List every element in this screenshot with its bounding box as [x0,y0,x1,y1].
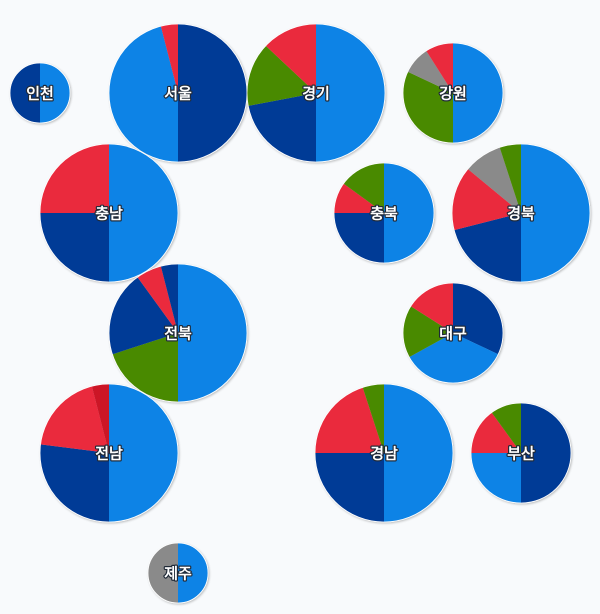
pie-slice[interactable] [315,387,384,453]
pie-slice[interactable] [453,283,503,355]
pie-slice[interactable] [454,213,521,282]
pie-slice[interactable] [109,277,178,355]
pie-slice[interactable] [521,403,571,503]
pie-slice[interactable] [471,412,521,453]
pie-slice[interactable] [521,144,590,282]
pie-outline [39,143,179,283]
pie-outline [9,62,71,124]
pie-slice[interactable] [248,93,316,162]
pie-outline [39,383,179,523]
region-label: 부산 [507,445,535,463]
pie-13[interactable] [147,542,209,604]
pie-slice[interactable] [403,306,453,358]
pie-10[interactable] [39,383,179,523]
pie-slice[interactable] [451,169,521,231]
pie-outline [314,383,454,523]
pie-slice[interactable] [160,264,178,333]
pie-slice[interactable] [407,50,453,93]
pie-slice[interactable] [178,264,247,402]
region-label: 강원 [439,85,467,103]
region-label: 전남 [95,445,123,463]
pie-5[interactable] [39,143,179,283]
pie-slice[interactable] [109,144,178,282]
pie-11[interactable] [314,383,454,523]
pie-slice[interactable] [384,384,453,522]
pie-outline [108,263,248,403]
pie-slice[interactable] [40,144,109,213]
pie-8[interactable] [108,263,248,403]
region-label: 제주 [164,565,192,583]
pie-slice[interactable] [334,183,384,213]
pie-slice[interactable] [334,213,384,263]
region-label: 충남 [95,205,123,223]
pie-slice[interactable] [471,453,521,503]
pie-6[interactable] [333,162,435,264]
pie-7[interactable] [451,143,591,283]
region-label: 인천 [26,85,54,103]
pie-slice[interactable] [108,26,178,163]
pie-outline [246,23,386,163]
pie-slice[interactable] [247,45,316,106]
pie-slice[interactable] [384,163,434,263]
pie-slice[interactable] [265,24,316,93]
region-label: 전북 [164,325,192,343]
pie-slice[interactable] [112,333,178,402]
pie-slice[interactable] [316,24,385,162]
pie-slice[interactable] [426,43,453,93]
pie-slice[interactable] [499,144,521,213]
region-label: 충북 [370,205,398,223]
pie-slice[interactable] [453,43,503,143]
pie-slice[interactable] [137,266,178,333]
pie-outline [402,42,504,144]
pie-1[interactable] [9,62,71,124]
region-label: 서울 [164,85,192,103]
pie-slice[interactable] [148,543,178,603]
pie-slice[interactable] [315,453,384,522]
pie-9[interactable] [402,282,504,384]
pie-outline [470,402,572,504]
pie-slice[interactable] [409,333,499,383]
pie-outline [147,542,209,604]
pie-slice[interactable] [467,147,521,213]
pie-slice[interactable] [40,213,109,282]
pie-slice[interactable] [109,384,178,522]
region-label: 경기 [302,85,330,103]
pie-slice[interactable] [91,384,109,453]
pie-3[interactable] [246,23,386,163]
pie-slice[interactable] [362,384,384,453]
pie-outline [402,282,504,384]
pie-12[interactable] [470,402,572,504]
pie-slice[interactable] [10,63,40,123]
pie-slice[interactable] [40,386,110,453]
pie-outline [333,162,435,264]
pie-slice[interactable] [402,71,453,143]
region-label: 대구 [439,325,467,343]
pie-slice[interactable] [343,163,384,213]
region-label: 경남 [370,445,398,463]
pie-2[interactable] [108,23,248,163]
pie-slice[interactable] [178,24,247,162]
pie-outline [451,143,591,283]
pie-slice[interactable] [40,63,70,123]
region-label: 경북 [507,205,535,223]
pie-4[interactable] [402,42,504,144]
pie-slice[interactable] [40,444,109,522]
pie-slice[interactable] [410,283,453,333]
pie-slice[interactable] [178,543,208,603]
pie-slice[interactable] [160,24,178,93]
pie-slice[interactable] [491,403,521,453]
